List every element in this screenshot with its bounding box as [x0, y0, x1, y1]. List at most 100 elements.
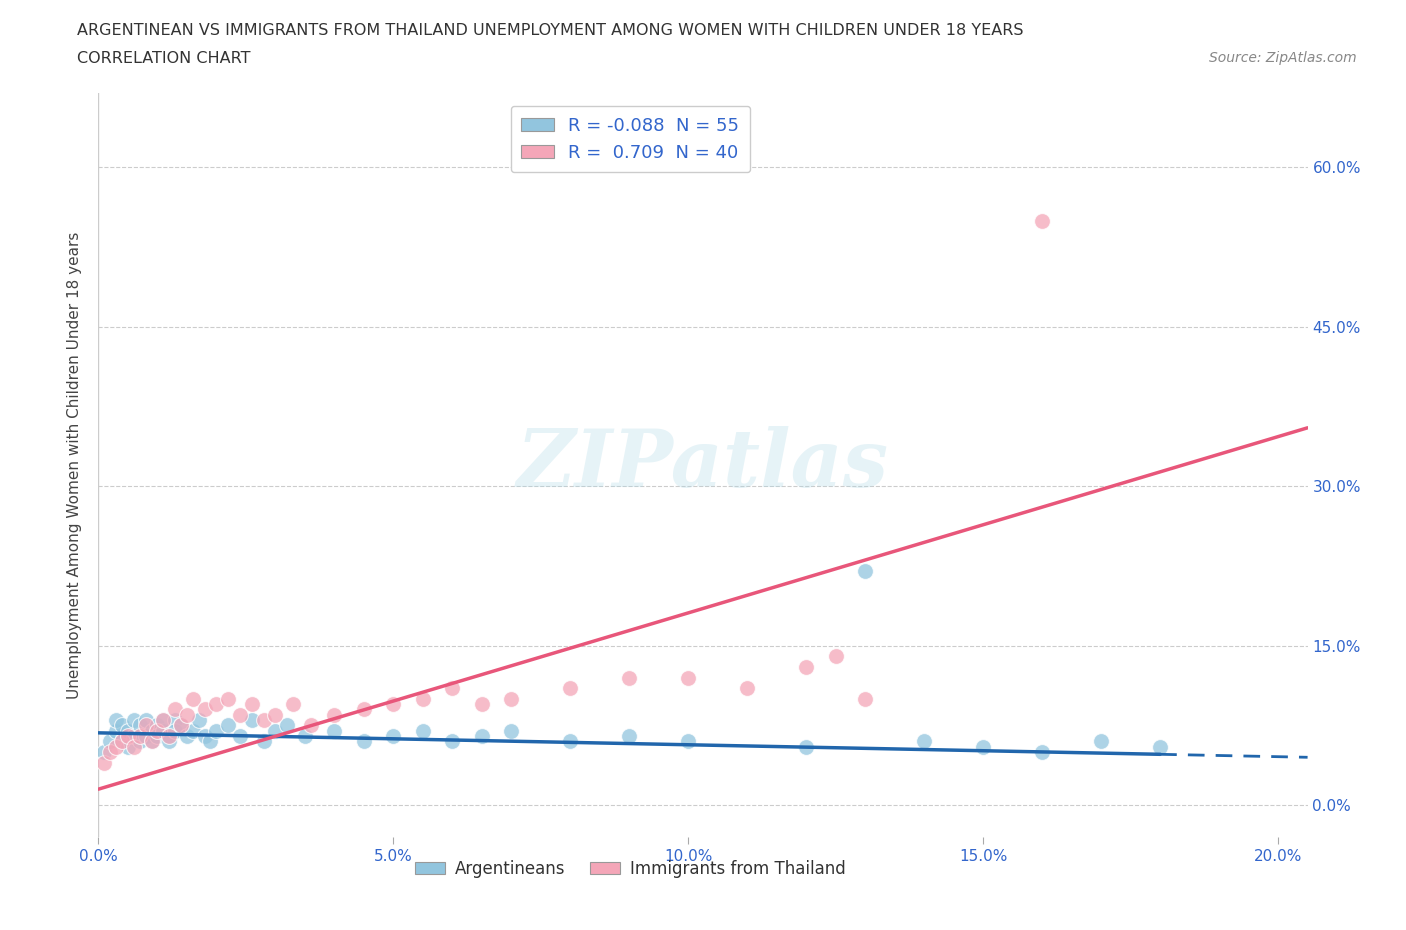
- Point: [294, 728, 316, 743]
- Point: [105, 712, 128, 727]
- Point: [105, 739, 128, 754]
- Point: [382, 697, 405, 711]
- Point: [412, 724, 434, 738]
- Point: [382, 728, 405, 743]
- Point: [98, 745, 121, 760]
- Point: [187, 712, 209, 727]
- Point: [135, 718, 157, 733]
- Point: [122, 712, 145, 727]
- Point: [501, 724, 523, 738]
- Point: [122, 739, 145, 754]
- Point: [128, 718, 150, 733]
- Point: [735, 681, 758, 696]
- Point: [205, 724, 228, 738]
- Point: [972, 739, 994, 754]
- Text: ZIPatlas: ZIPatlas: [517, 426, 889, 504]
- Point: [205, 697, 228, 711]
- Point: [165, 724, 187, 738]
- Point: [157, 734, 180, 749]
- Point: [323, 708, 346, 723]
- Point: [264, 724, 287, 738]
- Point: [105, 724, 128, 738]
- Point: [299, 718, 322, 733]
- Point: [412, 691, 434, 706]
- Point: [794, 659, 817, 674]
- Point: [678, 671, 700, 685]
- Point: [471, 728, 494, 743]
- Point: [471, 697, 494, 711]
- Point: [200, 734, 222, 749]
- Point: [146, 718, 169, 733]
- Point: [135, 728, 157, 743]
- Point: [93, 745, 115, 760]
- Point: [912, 734, 935, 749]
- Point: [276, 718, 298, 733]
- Point: [152, 712, 174, 727]
- Point: [323, 724, 346, 738]
- Point: [98, 734, 121, 749]
- Point: [441, 681, 464, 696]
- Point: [111, 734, 134, 749]
- Point: [252, 712, 274, 727]
- Legend: Argentineans, Immigrants from Thailand: Argentineans, Immigrants from Thailand: [408, 853, 853, 884]
- Text: CORRELATION CHART: CORRELATION CHART: [77, 51, 250, 66]
- Point: [853, 564, 876, 578]
- Point: [135, 712, 157, 727]
- Point: [229, 728, 252, 743]
- Point: [619, 728, 641, 743]
- Point: [93, 755, 115, 770]
- Point: [501, 691, 523, 706]
- Point: [441, 734, 464, 749]
- Y-axis label: Unemployment Among Women with Children Under 18 years: Unemployment Among Women with Children U…: [67, 232, 83, 698]
- Point: [176, 708, 198, 723]
- Point: [1031, 213, 1053, 228]
- Point: [560, 681, 582, 696]
- Point: [152, 712, 174, 727]
- Point: [170, 718, 193, 733]
- Point: [252, 734, 274, 749]
- Point: [181, 691, 204, 706]
- Point: [176, 728, 198, 743]
- Point: [240, 712, 263, 727]
- Point: [141, 734, 163, 749]
- Point: [117, 728, 139, 743]
- Point: [353, 702, 375, 717]
- Point: [194, 728, 217, 743]
- Point: [146, 728, 169, 743]
- Point: [157, 728, 180, 743]
- Point: [117, 724, 139, 738]
- Point: [678, 734, 700, 749]
- Point: [217, 691, 239, 706]
- Point: [1090, 734, 1112, 749]
- Point: [824, 649, 846, 664]
- Point: [141, 724, 163, 738]
- Point: [165, 702, 187, 717]
- Point: [165, 712, 187, 727]
- Point: [111, 718, 134, 733]
- Text: Source: ZipAtlas.com: Source: ZipAtlas.com: [1209, 51, 1357, 65]
- Point: [853, 691, 876, 706]
- Point: [122, 728, 145, 743]
- Point: [128, 734, 150, 749]
- Point: [794, 739, 817, 754]
- Point: [111, 734, 134, 749]
- Point: [353, 734, 375, 749]
- Point: [117, 739, 139, 754]
- Point: [264, 708, 287, 723]
- Point: [281, 697, 304, 711]
- Text: ARGENTINEAN VS IMMIGRANTS FROM THAILAND UNEMPLOYMENT AMONG WOMEN WITH CHILDREN U: ARGENTINEAN VS IMMIGRANTS FROM THAILAND …: [77, 23, 1024, 38]
- Point: [1149, 739, 1171, 754]
- Point: [141, 734, 163, 749]
- Point: [619, 671, 641, 685]
- Point: [181, 724, 204, 738]
- Point: [128, 728, 150, 743]
- Point: [146, 724, 169, 738]
- Point: [194, 702, 217, 717]
- Point: [240, 697, 263, 711]
- Point: [217, 718, 239, 733]
- Point: [229, 708, 252, 723]
- Point: [152, 724, 174, 738]
- Point: [157, 728, 180, 743]
- Point: [560, 734, 582, 749]
- Point: [1031, 745, 1053, 760]
